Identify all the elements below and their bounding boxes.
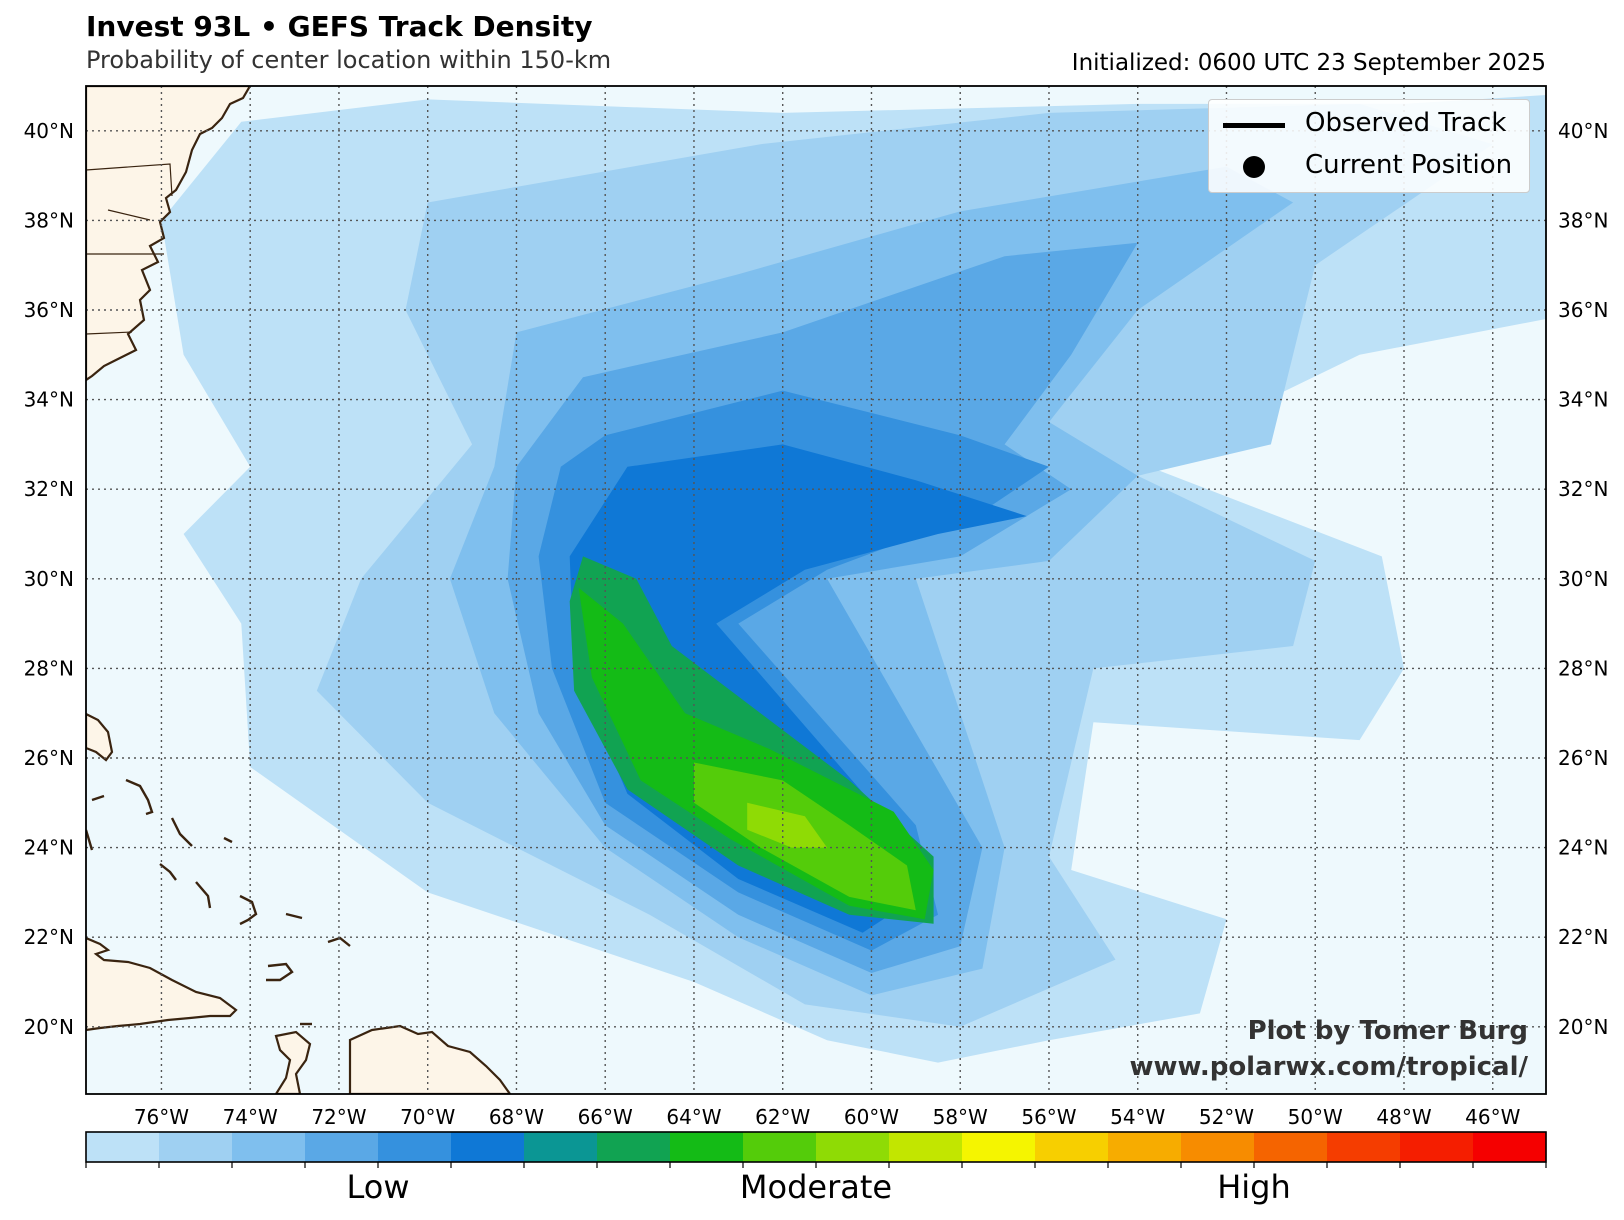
longitude-tick-labels: 76°W 74°W 72°W 70°W 68°W 66°W 64°W 62°W 60°W 58°W… xyxy=(134,1105,1521,1129)
legend-label: Current Position xyxy=(1305,150,1513,180)
lat-tick-label-right: 22°N xyxy=(1558,925,1608,949)
map-frame xyxy=(85,85,1547,1095)
lat-tick-label-left: 32°N xyxy=(24,477,74,501)
us-east-coast xyxy=(86,86,252,382)
colorbar-swatch-1 xyxy=(86,1132,160,1162)
colorbar-swatch-7 xyxy=(524,1132,598,1162)
colorbar-label-high: High xyxy=(1217,1168,1291,1206)
lat-tick-label-left: 30°N xyxy=(24,567,74,591)
lon-tick-label: 72°W xyxy=(311,1105,366,1129)
hispaniola-coast xyxy=(348,1024,512,1094)
lat-tick-label-left: 26°N xyxy=(24,746,74,770)
colorbar-swatch-12 xyxy=(889,1132,963,1162)
chart-title: Invest 93L • GEFS Track Density xyxy=(86,10,593,43)
colorbar-swatch-9 xyxy=(670,1132,744,1162)
colorbar-labels: Low Moderate High xyxy=(0,1168,1624,1208)
colorbar-swatch-14 xyxy=(1035,1132,1109,1162)
florida-coast xyxy=(86,712,114,762)
cuba-coast xyxy=(86,936,238,1032)
density-contours xyxy=(161,95,1546,1063)
lat-tick-label-right: 40°N xyxy=(1558,119,1608,143)
lon-tick-label: 60°W xyxy=(844,1105,899,1129)
colorbar-swatch-15 xyxy=(1108,1132,1182,1162)
state-borders xyxy=(86,163,173,335)
colorbar-swatch-3 xyxy=(232,1132,306,1162)
legend-item-current-position: Current Position xyxy=(1209,146,1529,186)
lat-tick-label-right: 26°N xyxy=(1558,746,1608,770)
colorbar-label-moderate: Moderate xyxy=(739,1168,893,1206)
latitude-tick-labels-left: 20°N 22°N 24°N 26°N 28°N 30°N 32°N 34°N 36°N 38°N… xyxy=(24,119,74,1039)
colorbar-swatch-6 xyxy=(451,1132,525,1162)
colorbar-swatch-18 xyxy=(1327,1132,1401,1162)
lon-tick-label: 54°W xyxy=(1110,1105,1165,1129)
graticule xyxy=(86,86,1546,1094)
lon-tick-label: 74°W xyxy=(223,1105,278,1129)
lat-tick-label-left: 24°N xyxy=(24,836,74,860)
observed-track-line-icon xyxy=(1223,123,1285,128)
colorbar-swatch-4 xyxy=(305,1132,379,1162)
hispaniola-west xyxy=(274,1030,312,1094)
lon-tick-label: 58°W xyxy=(933,1105,988,1129)
colorbar-swatch-8 xyxy=(597,1132,671,1162)
colorbar-swatch-10 xyxy=(743,1132,817,1162)
current-position-dot-icon xyxy=(1243,156,1265,178)
lon-tick-label: 52°W xyxy=(1199,1105,1254,1129)
lat-tick-label-left: 20°N xyxy=(24,1015,74,1039)
lat-tick-label-left: 34°N xyxy=(24,388,74,412)
colorbar-swatch-17 xyxy=(1254,1132,1328,1162)
colorbar-swatch-16 xyxy=(1181,1132,1255,1162)
colorbar-swatch-19 xyxy=(1400,1132,1474,1162)
lon-tick-label: 70°W xyxy=(400,1105,455,1129)
lat-tick-label-right: 32°N xyxy=(1558,477,1608,501)
chart-subtitle: Probability of center location within 15… xyxy=(86,46,612,74)
lat-tick-label-right: 36°N xyxy=(1558,298,1608,322)
lon-tick-label: 56°W xyxy=(1021,1105,1076,1129)
lat-tick-label-right: 30°N xyxy=(1558,567,1608,591)
lat-tick-label-right: 20°N xyxy=(1558,1015,1608,1039)
lon-tick-label: 68°W xyxy=(489,1105,544,1129)
lat-tick-label-left: 28°N xyxy=(24,656,74,680)
density-contour-level-11 xyxy=(747,802,828,848)
land-masses xyxy=(86,86,512,1094)
lon-tick-label: 50°W xyxy=(1288,1105,1343,1129)
credit-url: www.polarwx.com/tropical/ xyxy=(1129,1052,1528,1082)
colorbar xyxy=(85,1131,1547,1168)
lat-tick-label-left: 22°N xyxy=(24,925,74,949)
lon-tick-label: 76°W xyxy=(134,1105,189,1129)
latitude-tick-labels-right: 20°N 22°N 24°N 26°N 28°N 30°N 32°N 34°N 36°N 38°N… xyxy=(1558,119,1608,1039)
lon-tick-label: 64°W xyxy=(666,1105,721,1129)
lat-tick-label-left: 40°N xyxy=(24,119,74,143)
colorbar-label-low: Low xyxy=(346,1168,410,1206)
colorbar-swatch-5 xyxy=(378,1132,452,1162)
colorbar-swatch-13 xyxy=(962,1132,1036,1162)
lat-tick-label-left: 36°N xyxy=(24,298,74,322)
legend-label: Observed Track xyxy=(1305,108,1507,138)
lat-tick-label-right: 38°N xyxy=(1558,208,1608,232)
lat-tick-label-right: 28°N xyxy=(1558,656,1608,680)
lon-tick-label: 66°W xyxy=(578,1105,633,1129)
lon-tick-label: 48°W xyxy=(1376,1105,1431,1129)
bahamas-islands xyxy=(86,778,351,1026)
legend-item-observed-track: Observed Track xyxy=(1209,104,1529,144)
plot-credit: Plot by Tomer Burg xyxy=(1247,1016,1528,1046)
colorbar-swatch-20 xyxy=(1473,1132,1547,1162)
lat-tick-label-left: 38°N xyxy=(24,208,74,232)
lat-tick-label-right: 24°N xyxy=(1558,836,1608,860)
colorbar-swatch-11 xyxy=(816,1132,890,1162)
colorbar-swatch-2 xyxy=(159,1132,233,1162)
initialized-timestamp: Initialized: 0600 UTC 23 September 2025 xyxy=(1071,50,1546,76)
map-legend: Observed Track Current Position xyxy=(1208,99,1530,193)
lon-tick-label: 62°W xyxy=(755,1105,810,1129)
lat-tick-label-right: 34°N xyxy=(1558,388,1608,412)
lon-tick-label: 46°W xyxy=(1465,1105,1520,1129)
